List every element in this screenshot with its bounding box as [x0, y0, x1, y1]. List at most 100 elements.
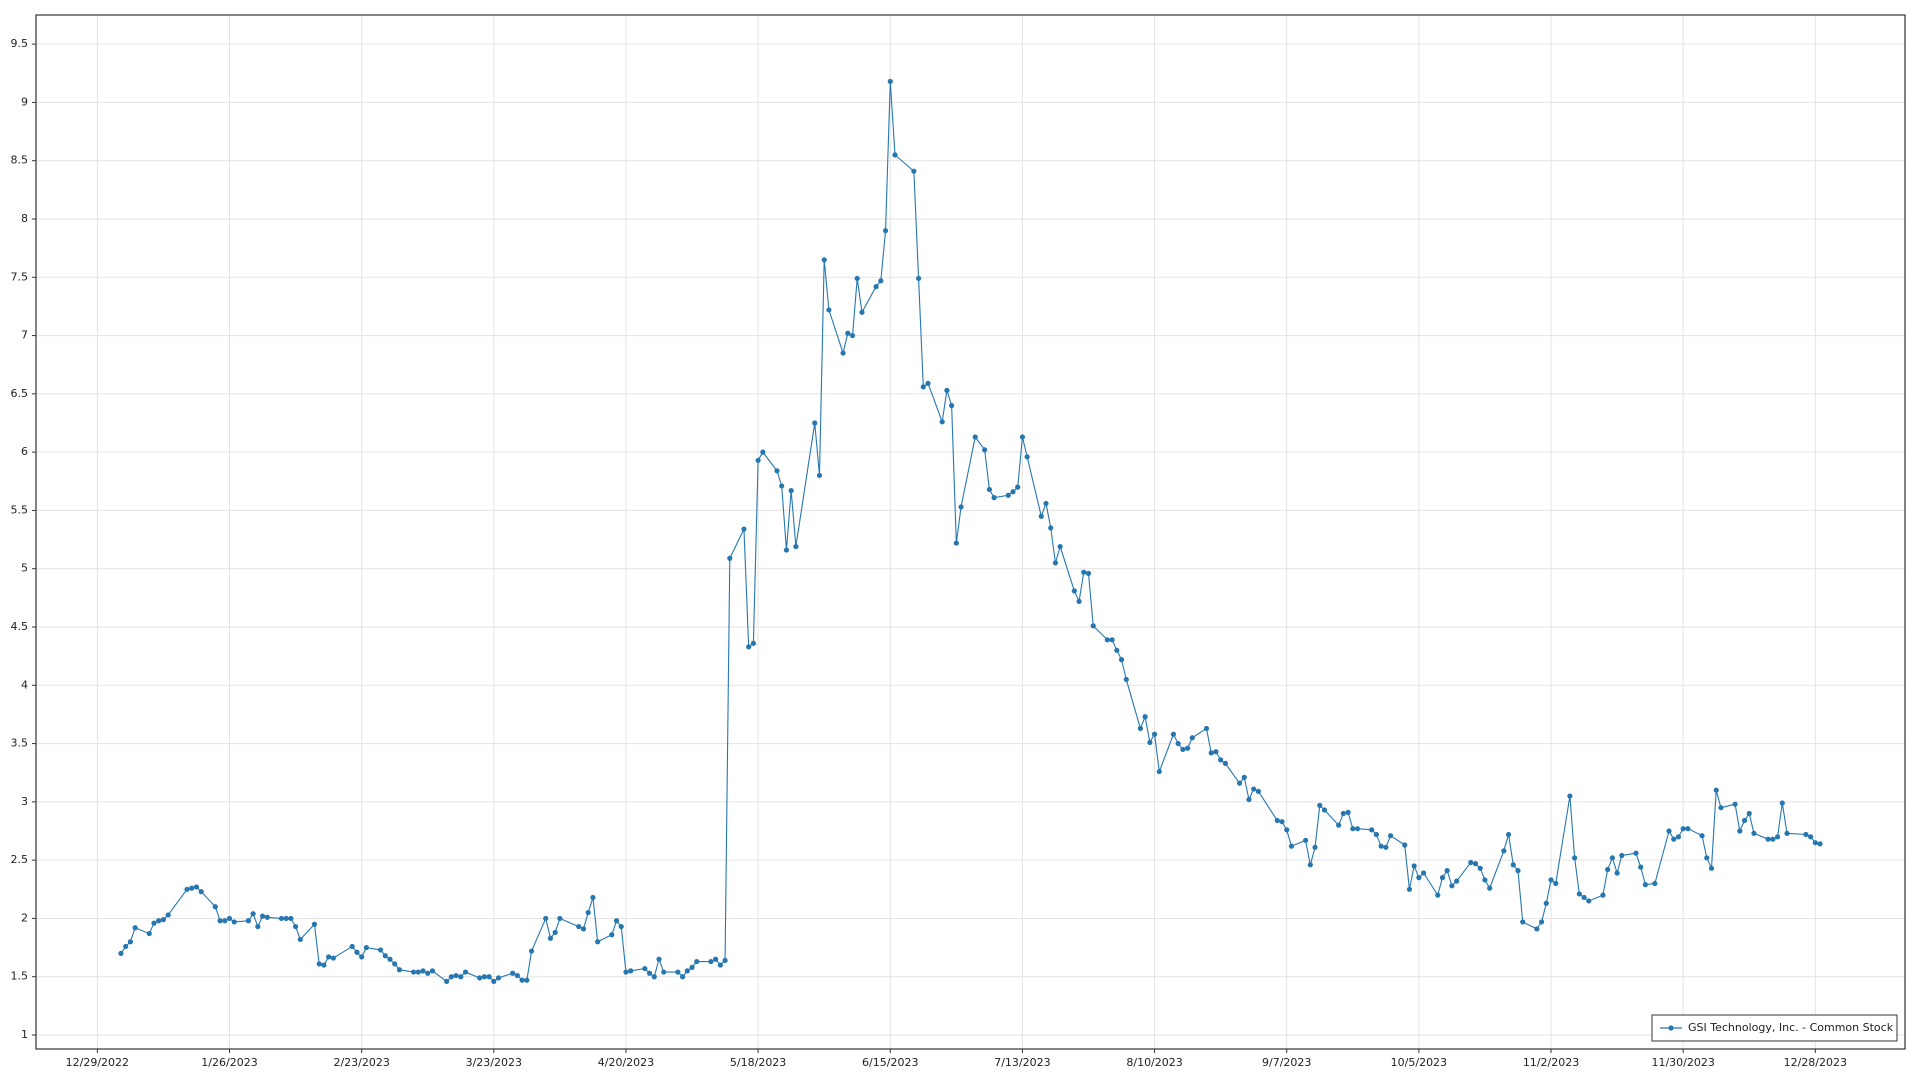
data-point: [1439, 875, 1446, 881]
data-point: [1307, 862, 1313, 868]
data-point: [1817, 841, 1823, 847]
data-point: [189, 885, 195, 891]
data-point: [410, 969, 417, 975]
data-point: [1416, 875, 1422, 881]
data-point: [1043, 500, 1049, 507]
data-point: [1543, 900, 1549, 906]
x-tick-label: 4/20/2023: [598, 1056, 654, 1069]
data-point: [1680, 826, 1686, 832]
data-point: [1638, 864, 1644, 870]
data-point: [1515, 868, 1521, 874]
data-point: [812, 420, 818, 426]
data-point: [1109, 637, 1115, 643]
data-point: [859, 309, 865, 315]
data-point: [949, 402, 955, 409]
data-point: [1015, 484, 1021, 490]
data-point: [755, 457, 761, 463]
legend-box: [1651, 1014, 1898, 1042]
data-point: [212, 904, 218, 910]
data-point: [1718, 805, 1724, 811]
data-point: [425, 970, 431, 976]
data-point: [160, 917, 167, 923]
data-point: [1147, 739, 1153, 746]
data-point: [1052, 560, 1059, 566]
data-point: [1151, 731, 1158, 737]
x-tick-label: 6/15/2023: [862, 1056, 918, 1069]
data-point: [958, 504, 964, 510]
data-point: [882, 228, 889, 234]
y-tick-label: 5.5: [11, 503, 29, 516]
y-tick-label: 7.5: [11, 270, 29, 283]
data-point: [1279, 819, 1285, 825]
data-point: [661, 969, 667, 975]
data-point: [1572, 855, 1578, 861]
data-point: [382, 953, 388, 959]
data-point: [1156, 768, 1162, 775]
data-point: [288, 915, 294, 922]
data-point: [590, 894, 596, 901]
data-point: [1076, 598, 1082, 604]
data-point: [646, 970, 653, 976]
x-tick-label: 12/29/2022: [66, 1056, 129, 1069]
data-point: [292, 923, 299, 930]
data-point: [1482, 877, 1488, 883]
data-point: [1770, 836, 1776, 842]
data-point: [585, 910, 591, 916]
data-point: [915, 275, 922, 282]
data-point: [1255, 788, 1262, 794]
data-point: [118, 950, 124, 957]
data-point: [543, 915, 549, 922]
data-point: [1354, 826, 1361, 832]
data-point: [1104, 637, 1110, 643]
data-point: [557, 915, 563, 922]
x-tick-label: 9/7/2023: [1262, 1056, 1311, 1069]
data-point: [222, 918, 228, 924]
data-point: [1685, 826, 1691, 832]
data-point: [165, 912, 171, 918]
data-point: [1321, 807, 1328, 813]
y-tick-label: 6.5: [11, 387, 29, 400]
data-point: [1411, 863, 1417, 869]
y-tick-label: 8: [21, 212, 28, 225]
data-point: [1675, 834, 1682, 840]
data-point: [708, 958, 714, 965]
data-point: [1444, 868, 1450, 874]
data-point: [779, 483, 785, 489]
data-point: [1699, 833, 1705, 839]
data-point: [750, 640, 756, 646]
data-point: [722, 957, 728, 964]
data-point: [193, 884, 200, 890]
y-tick-label: 1: [21, 1028, 28, 1041]
data-point: [642, 965, 648, 972]
data-point: [524, 977, 530, 983]
data-point: [1614, 870, 1620, 876]
data-point: [255, 923, 261, 930]
data-point: [377, 947, 384, 953]
data-point: [321, 962, 327, 968]
data-point: [1312, 844, 1318, 850]
data-point: [458, 974, 464, 980]
data-point: [420, 968, 426, 974]
data-point: [1236, 780, 1243, 786]
data-point: [1340, 810, 1346, 817]
data-point: [231, 919, 237, 925]
y-tick-label: 8.5: [11, 154, 29, 167]
data-point: [1553, 880, 1559, 887]
data-point: [1071, 588, 1077, 594]
data-point: [363, 944, 369, 951]
data-point: [453, 972, 459, 979]
data-point: [623, 969, 629, 975]
data-point: [925, 380, 931, 386]
data-point: [495, 975, 502, 981]
data-point: [1435, 892, 1441, 898]
data-point: [1081, 569, 1087, 575]
x-tick-label: 12/28/2023: [1784, 1056, 1847, 1069]
data-point: [656, 956, 662, 962]
data-point: [628, 968, 634, 974]
data-point: [576, 923, 582, 930]
data-point: [689, 964, 695, 970]
y-tick-label: 2: [21, 911, 28, 924]
data-point: [1090, 623, 1096, 629]
data-point: [392, 961, 398, 967]
data-point: [156, 918, 162, 924]
